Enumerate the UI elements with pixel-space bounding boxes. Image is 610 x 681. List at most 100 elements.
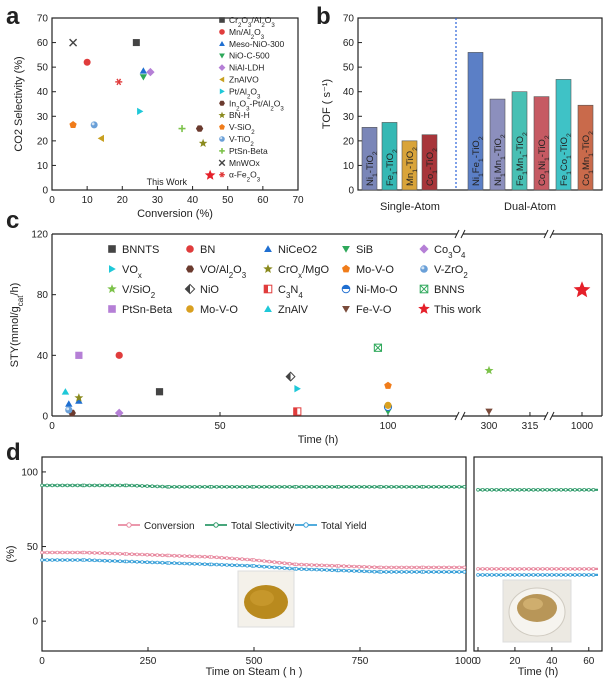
inset-series-total-slectivity-marker xyxy=(517,487,522,492)
series-conversion-marker xyxy=(330,563,334,568)
inset-series-total-yield-marker xyxy=(545,573,549,577)
legend-label-crox-mgo: CrOx/MgO xyxy=(278,264,329,280)
series-total-yield-marker xyxy=(240,563,244,568)
panel-d-xtick-label: 0 xyxy=(39,656,45,667)
inset-series-conversion-marker xyxy=(559,567,563,571)
series-total-yield-marker xyxy=(192,561,197,566)
inset-series-conversion-marker xyxy=(573,567,577,571)
series-total-slectivity-marker xyxy=(45,483,49,488)
inset-series-total-slectivity-marker xyxy=(499,487,503,492)
panel-a-xtick-label: 20 xyxy=(117,195,129,206)
point-fe-v-o xyxy=(485,408,493,415)
inset-series-total-yield-marker xyxy=(522,573,526,577)
series-total-slectivity-marker xyxy=(87,483,92,488)
series-conversion-marker xyxy=(352,564,356,569)
legend-marker-v-zro2 xyxy=(420,265,428,273)
inset-series-total-yield-marker xyxy=(577,573,582,577)
bar-label-co1-tio2: Co1-TiO2 xyxy=(425,148,439,186)
series-total-yield-marker xyxy=(384,570,389,574)
legend-marker-cr2o3-al2o3 xyxy=(219,17,225,23)
inset-series-total-slectivity-marker xyxy=(586,487,591,492)
bar-label-co1mn1-tio2: Co1Mn1-TiO2 xyxy=(581,131,595,186)
series-total-slectivity-marker xyxy=(389,484,394,489)
legend-marker-total-yield xyxy=(303,522,309,528)
bar-ni1-tio2: Ni1-TiO2 xyxy=(361,127,379,191)
series-total-slectivity-marker xyxy=(304,484,309,489)
panel-b-ticks: 0 10 20 30 40 50 60 70 xyxy=(343,14,362,197)
series-conversion-marker xyxy=(462,565,467,570)
inset-series-total-yield-marker xyxy=(586,573,591,577)
series-total-yield-marker xyxy=(409,570,414,574)
inset-series-conversion-marker xyxy=(489,567,494,571)
series-total-slectivity-marker xyxy=(230,484,234,489)
legend-label-vox: VOx xyxy=(122,264,142,280)
panel-a-frame xyxy=(51,17,299,191)
inset-series-total-yield-marker xyxy=(591,573,596,577)
panel-b-ytick-label: 30 xyxy=(343,112,355,123)
inset-series-total-yield-marker xyxy=(549,573,554,577)
series-total-slectivity-marker xyxy=(325,484,329,489)
inset-series-total-slectivity-marker xyxy=(568,487,573,492)
series-conversion-marker xyxy=(409,565,414,570)
legend-label-conversion: Conversion xyxy=(144,521,195,532)
series-conversion-marker xyxy=(50,550,54,555)
inset-series-total-yield-marker xyxy=(517,573,522,577)
series-conversion-marker xyxy=(240,557,244,561)
series-conversion-marker xyxy=(150,553,155,557)
panel-a-ytick-label: 20 xyxy=(37,136,49,147)
panel-label-c: c xyxy=(6,207,19,234)
point-fe2o3 xyxy=(115,78,123,86)
panel-c-legend: BNNTS BN NiCeO2 SiB Co3O4 VOx VO/Al2O3 CrOx/MgO… xyxy=(107,244,482,316)
bar-fe1-tio2: Fe1-TiO2 xyxy=(381,122,399,191)
series-conversion-marker xyxy=(82,550,87,555)
series-conversion xyxy=(40,550,467,570)
series-total-slectivity-marker xyxy=(235,484,239,489)
legend-marker-co3o4 xyxy=(419,244,429,254)
inset-series-total-yield-marker xyxy=(503,573,508,577)
inset-series-conversion-marker xyxy=(591,567,596,571)
series-conversion-marker xyxy=(225,556,229,560)
legend-label-nial-ldh: NiAl-LDH xyxy=(229,63,264,73)
series-conversion-marker xyxy=(319,563,324,568)
axis-break-mark xyxy=(454,229,460,239)
panel-label-a: a xyxy=(6,3,20,30)
series-total-slectivity-marker xyxy=(447,484,451,489)
legend-label-vo-al2o3: VO/Al2O3 xyxy=(200,264,247,280)
legend-label-mo-v-o: Mo-V-O xyxy=(356,264,394,276)
series-conversion-marker xyxy=(55,550,60,555)
series-total-slectivity-marker xyxy=(140,484,144,488)
axis-break-mark xyxy=(460,411,466,421)
point-znalvo xyxy=(97,134,104,142)
inset-series-total-slectivity-marker xyxy=(559,487,563,492)
series-total-slectivity-marker xyxy=(192,484,197,489)
axis-break-mark xyxy=(549,411,555,421)
inset-series-total-yield-marker xyxy=(582,573,586,577)
series-total-yield-marker xyxy=(394,570,399,574)
series-total-yield-marker xyxy=(267,565,272,569)
series-conversion-marker xyxy=(92,551,97,555)
point-this-work xyxy=(573,281,591,298)
series-conversion-marker xyxy=(362,564,367,569)
series-total-slectivity-marker xyxy=(442,484,446,489)
catalyst-pellets-highlight xyxy=(523,598,543,610)
series-total-yield-marker xyxy=(140,560,144,564)
panel-c-points xyxy=(61,281,591,418)
legend-marker-pt-al2o3 xyxy=(219,88,225,95)
point-pt-al2o3 xyxy=(137,107,144,115)
series-total-slectivity-marker xyxy=(245,484,250,489)
series-total-yield-marker xyxy=(214,562,219,567)
series-total-slectivity-marker xyxy=(452,484,456,489)
series-conversion-marker xyxy=(314,563,319,567)
inset-series-conversion-marker xyxy=(499,567,503,571)
series-conversion-marker xyxy=(277,560,282,565)
inset-series-total-yield-marker xyxy=(485,573,490,577)
series-conversion-marker xyxy=(294,562,299,567)
series-conversion-marker xyxy=(457,565,462,570)
series-conversion-marker xyxy=(97,551,102,555)
legend-marker-znalv xyxy=(264,305,272,312)
series-total-yield-marker xyxy=(97,558,102,563)
panel-c-xtick-label: 1000 xyxy=(571,421,594,432)
series-total-yield-marker xyxy=(272,565,277,570)
series-total-yield-marker xyxy=(426,570,431,574)
